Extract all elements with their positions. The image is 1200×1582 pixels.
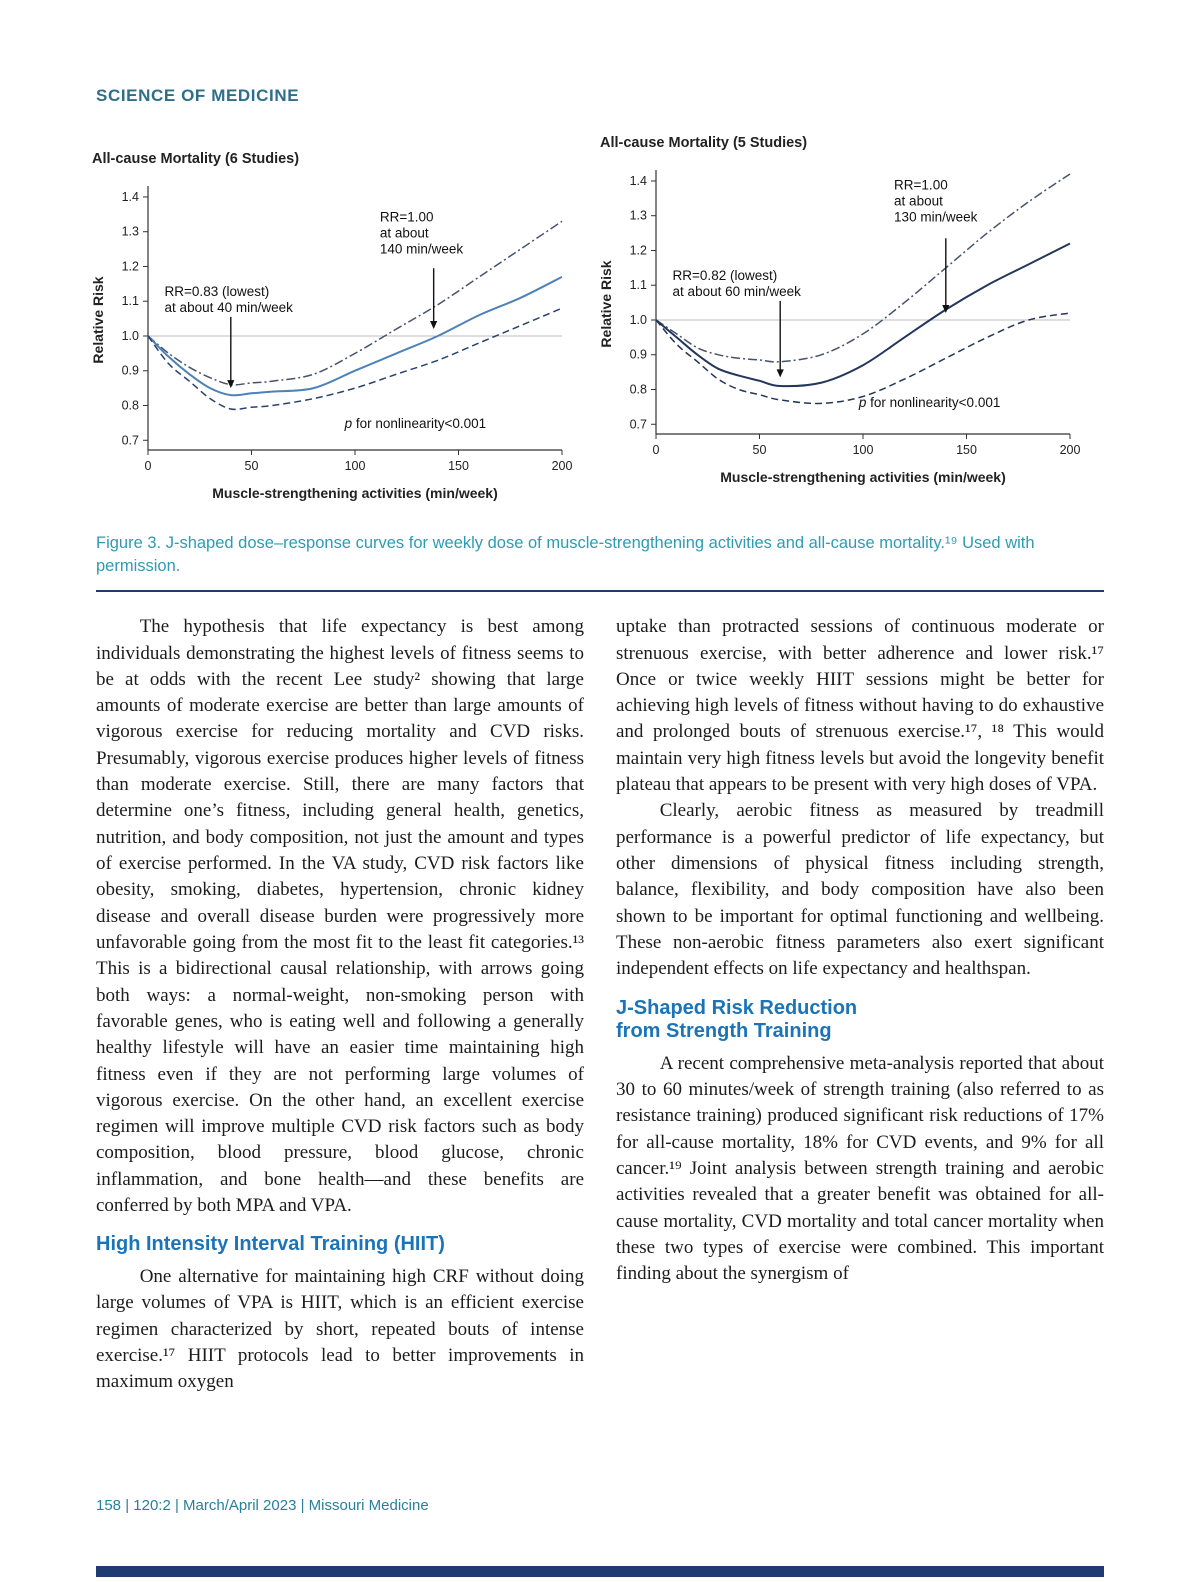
- svg-text:0.7: 0.7: [122, 433, 139, 447]
- svg-text:1.0: 1.0: [630, 313, 647, 327]
- svg-text:1.3: 1.3: [630, 209, 647, 223]
- svg-text:150: 150: [448, 459, 469, 473]
- svg-text:1.0: 1.0: [122, 329, 139, 343]
- figure-3-charts: All-cause Mortality (6 Studies) 0.7 0.8 0.9…: [88, 132, 1104, 514]
- svg-text:1.3: 1.3: [122, 225, 139, 239]
- svg-text:1.4: 1.4: [122, 190, 139, 204]
- svg-text:0.9: 0.9: [630, 348, 647, 362]
- svg-text:0: 0: [145, 459, 152, 473]
- svg-text:1.1: 1.1: [630, 278, 647, 292]
- svg-text:100: 100: [853, 443, 874, 457]
- article-body: The hypothesis that life expectancy is b…: [96, 614, 1104, 1395]
- svg-text:p for nonlinearity<0.001: p for nonlinearity<0.001: [858, 395, 1000, 410]
- svg-text:1.2: 1.2: [122, 259, 139, 273]
- svg-text:All-cause Mortality (5 Studies: All-cause Mortality (5 Studies): [600, 135, 807, 151]
- svg-text:0: 0: [653, 443, 660, 457]
- svg-text:RR=0.83 (lowest): RR=0.83 (lowest): [165, 284, 270, 299]
- svg-text:1.2: 1.2: [630, 243, 647, 257]
- paragraph-fitness-hypothesis: The hypothesis that life expectancy is b…: [96, 616, 584, 1217]
- svg-text:RR=1.00: RR=1.00: [380, 209, 434, 224]
- svg-text:50: 50: [245, 459, 259, 473]
- article-left-column: The hypothesis that life expectancy is b…: [96, 614, 584, 1395]
- chart-all-cause-mortality-5-studies: All-cause Mortality (5 Studies) 0.7 0.8 0.9…: [596, 132, 1088, 498]
- svg-text:0.9: 0.9: [122, 364, 139, 378]
- svg-text:150: 150: [956, 443, 977, 457]
- svg-text:at about: at about: [380, 225, 429, 240]
- svg-text:1.1: 1.1: [122, 294, 139, 308]
- svg-text:130 min/week: 130 min/week: [894, 210, 978, 225]
- svg-text:100: 100: [345, 459, 366, 473]
- svg-text:0.8: 0.8: [630, 383, 647, 397]
- bottom-accent-bar: [96, 1566, 1104, 1577]
- paragraph-hiit-intro: One alternative for maintaining high CRF…: [96, 1265, 584, 1393]
- svg-text:RR=1.00: RR=1.00: [894, 178, 948, 193]
- paragraph-hiit-continued: uptake than protracted sessions of conti…: [616, 616, 1104, 796]
- svg-text:50: 50: [753, 443, 767, 457]
- section-heading-j-shaped-risk: J-Shaped Risk Reduction from Strength Tr…: [616, 996, 858, 1043]
- svg-text:All-cause Mortality (6 Studies: All-cause Mortality (6 Studies): [92, 151, 299, 167]
- svg-text:Muscle-strengthening activitie: Muscle-strengthening activities (min/wee…: [720, 469, 1006, 485]
- article-right-column: uptake than protracted sessions of conti…: [616, 614, 1104, 1395]
- svg-text:140 min/week: 140 min/week: [380, 241, 464, 256]
- section-heading-hiit: High Intensity Interval Training (HIIT): [96, 1233, 445, 1256]
- figure-caption: Figure 3. J-shaped dose–response curves …: [96, 534, 1035, 576]
- svg-text:200: 200: [1060, 443, 1081, 457]
- svg-text:p for nonlinearity<0.001: p for nonlinearity<0.001: [344, 416, 486, 431]
- svg-text:1.4: 1.4: [630, 174, 647, 188]
- svg-text:200: 200: [552, 459, 573, 473]
- svg-text:at about: at about: [894, 194, 943, 209]
- section-kicker: SCIENCE OF MEDICINE: [96, 86, 300, 105]
- page-footer: 158 | 120:2 | March/April 2023 | Missour…: [96, 1497, 429, 1514]
- section-divider: [96, 590, 1104, 593]
- svg-text:at about 40 min/week: at about 40 min/week: [165, 300, 294, 315]
- svg-text:Muscle-strengthening activitie: Muscle-strengthening activities (min/wee…: [212, 485, 498, 501]
- svg-text:0.8: 0.8: [122, 399, 139, 413]
- svg-text:0.7: 0.7: [630, 417, 647, 431]
- paragraph-meta-analysis: A recent comprehensive meta-analysis rep…: [616, 1052, 1104, 1285]
- paragraph-aerobic-fitness: Clearly, aerobic fitness as measured by …: [616, 800, 1104, 980]
- svg-text:at about 60 min/week: at about 60 min/week: [673, 284, 802, 299]
- chart-all-cause-mortality-6-studies: All-cause Mortality (6 Studies) 0.7 0.8 0.9…: [88, 148, 580, 514]
- svg-text:Relative Risk: Relative Risk: [90, 276, 106, 363]
- svg-text:Relative Risk: Relative Risk: [598, 260, 614, 347]
- svg-text:RR=0.82 (lowest): RR=0.82 (lowest): [673, 268, 778, 283]
